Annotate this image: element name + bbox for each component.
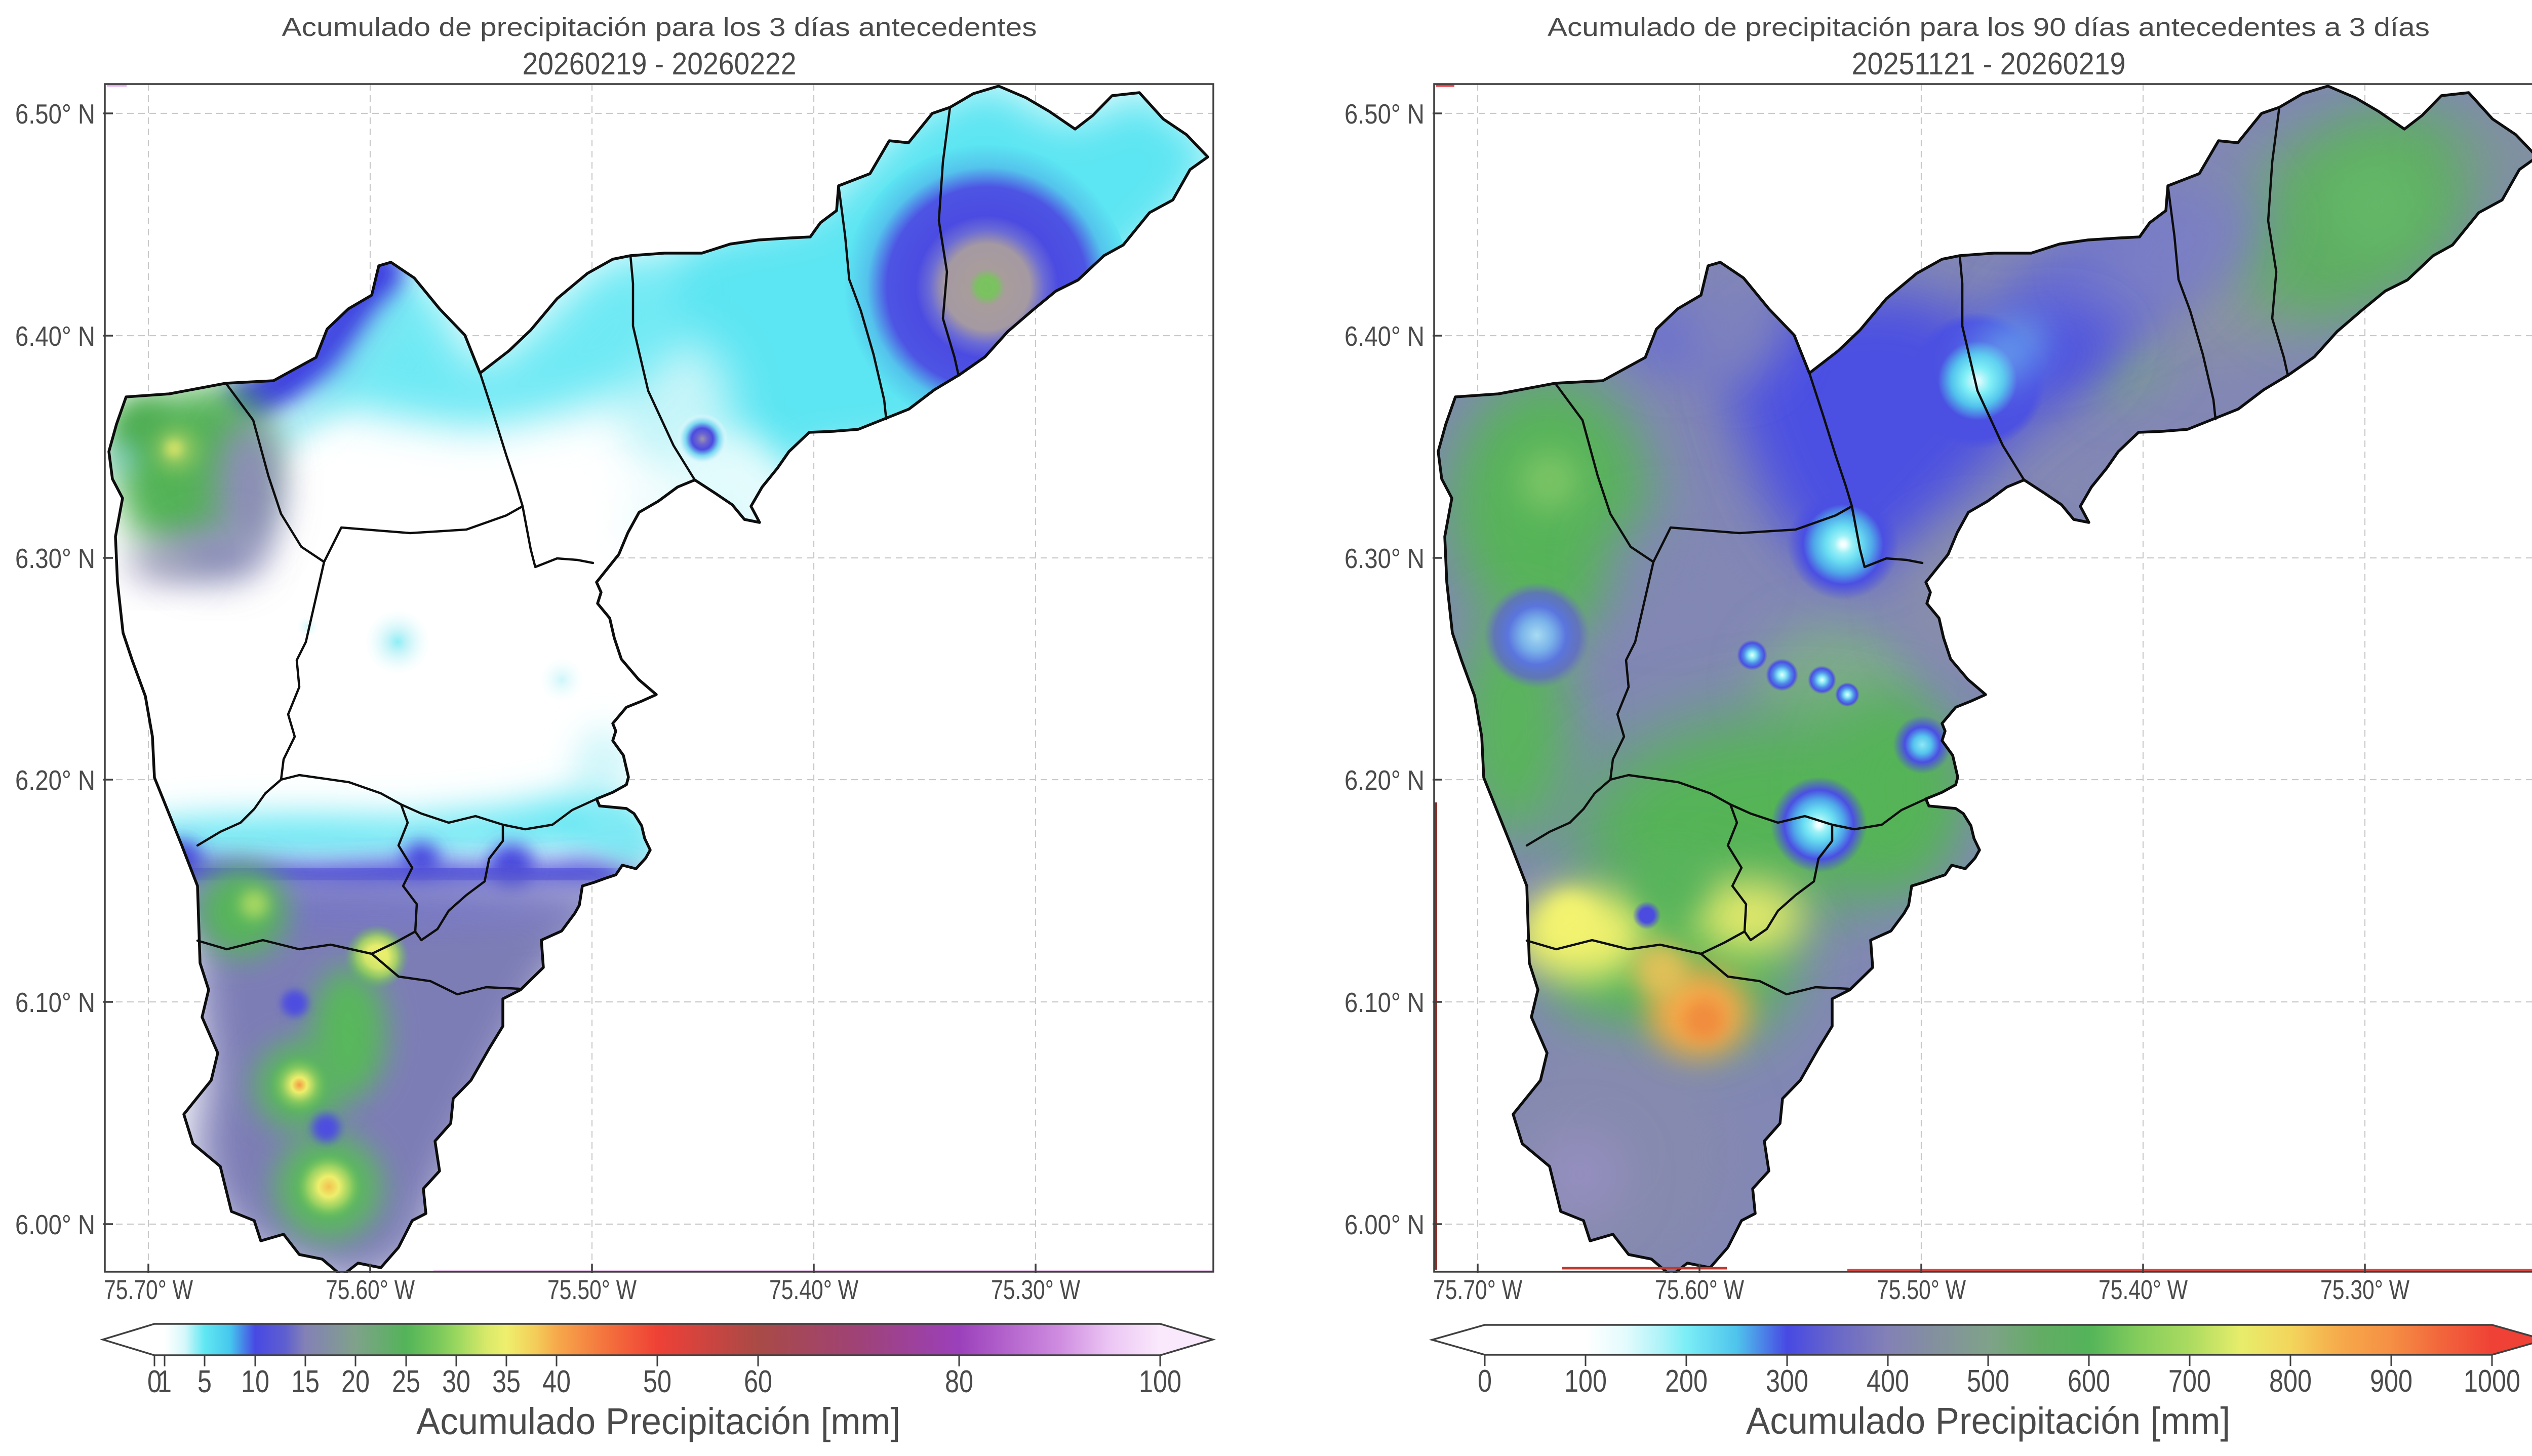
svg-text:200: 200 xyxy=(1665,1364,1708,1399)
svg-text:0: 0 xyxy=(147,1364,162,1399)
svg-text:Acumulado de precipitación par: Acumulado de precipitación para los 90 d… xyxy=(1548,13,2430,42)
svg-text:6.00° N: 6.00° N xyxy=(1344,1209,1425,1240)
svg-text:6.10° N: 6.10° N xyxy=(15,987,95,1018)
svg-text:5: 5 xyxy=(197,1364,212,1399)
svg-text:40: 40 xyxy=(542,1364,571,1399)
svg-text:75.70° W: 75.70° W xyxy=(1433,1275,1522,1305)
svg-text:6.20° N: 6.20° N xyxy=(15,764,95,796)
svg-text:6.40° N: 6.40° N xyxy=(1344,320,1425,352)
svg-text:80: 80 xyxy=(945,1364,973,1399)
svg-text:25: 25 xyxy=(392,1364,420,1399)
svg-text:75.30° W: 75.30° W xyxy=(2320,1275,2409,1305)
svg-text:6.50° N: 6.50° N xyxy=(1344,98,1425,130)
svg-text:75.30° W: 75.30° W xyxy=(991,1275,1080,1305)
svg-text:75.40° W: 75.40° W xyxy=(769,1275,858,1305)
svg-text:75.50° W: 75.50° W xyxy=(1877,1275,1966,1305)
svg-text:500: 500 xyxy=(1967,1364,2009,1399)
svg-text:50: 50 xyxy=(643,1364,671,1399)
svg-text:600: 600 xyxy=(2068,1364,2110,1399)
svg-text:6.10° N: 6.10° N xyxy=(1344,987,1425,1018)
svg-text:20251121 - 20260219: 20251121 - 20260219 xyxy=(1852,47,2126,82)
svg-text:100: 100 xyxy=(1564,1364,1607,1399)
svg-text:0: 0 xyxy=(1478,1364,1492,1399)
svg-text:75.40° W: 75.40° W xyxy=(2099,1275,2188,1305)
svg-text:75.60° W: 75.60° W xyxy=(326,1275,415,1305)
svg-text:400: 400 xyxy=(1867,1364,1909,1399)
svg-text:75.70° W: 75.70° W xyxy=(104,1275,193,1305)
svg-text:15: 15 xyxy=(291,1364,320,1399)
svg-text:700: 700 xyxy=(2168,1364,2211,1399)
svg-text:800: 800 xyxy=(2269,1364,2312,1399)
svg-text:10: 10 xyxy=(241,1364,269,1399)
svg-text:75.60° W: 75.60° W xyxy=(1655,1275,1744,1305)
svg-text:6.20° N: 6.20° N xyxy=(1344,764,1425,796)
svg-text:30: 30 xyxy=(442,1364,470,1399)
svg-text:Acumulado de precipitación par: Acumulado de precipitación para los 3 dí… xyxy=(282,13,1037,42)
svg-text:35: 35 xyxy=(492,1364,521,1399)
svg-text:60: 60 xyxy=(744,1364,772,1399)
svg-text:900: 900 xyxy=(2370,1364,2412,1399)
svg-text:6.40° N: 6.40° N xyxy=(15,320,95,352)
svg-text:6.00° N: 6.00° N xyxy=(15,1209,95,1240)
svg-text:20260219 - 20260222: 20260219 - 20260222 xyxy=(523,47,797,82)
svg-text:Acumulado Precipitación [mm]: Acumulado Precipitación [mm] xyxy=(416,1400,900,1442)
svg-text:1: 1 xyxy=(157,1364,172,1399)
svg-text:6.30° N: 6.30° N xyxy=(15,543,95,574)
svg-text:100: 100 xyxy=(1139,1364,1181,1399)
svg-text:75.50° W: 75.50° W xyxy=(547,1275,637,1305)
svg-text:6.30° N: 6.30° N xyxy=(1344,543,1425,574)
svg-text:300: 300 xyxy=(1766,1364,1808,1399)
svg-text:1000: 1000 xyxy=(2464,1364,2520,1399)
svg-text:20: 20 xyxy=(341,1364,370,1399)
svg-text:Acumulado Precipitación [mm]: Acumulado Precipitación [mm] xyxy=(1746,1400,2230,1442)
svg-text:6.50° N: 6.50° N xyxy=(15,98,95,130)
